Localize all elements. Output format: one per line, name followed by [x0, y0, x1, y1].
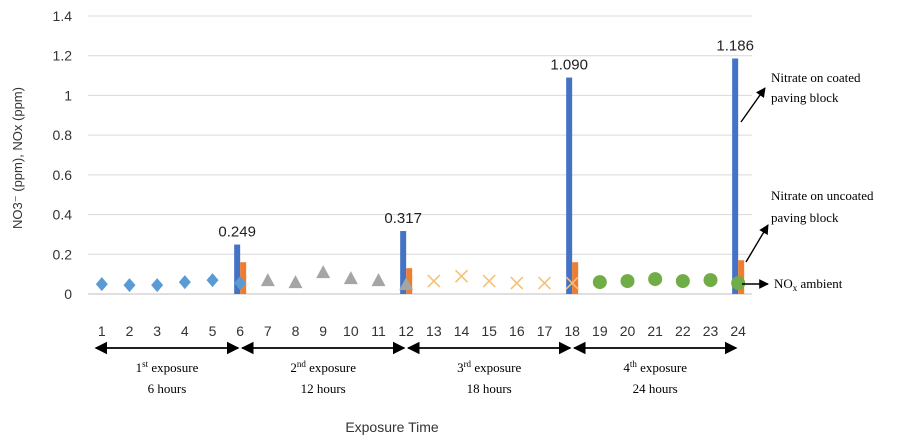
y-axis-title: NO3⁻ (ppm), NOx (ppm): [10, 87, 25, 229]
x-tick-label: 10: [343, 323, 359, 339]
triangle-marker: [399, 277, 414, 291]
x-tick-label: 7: [264, 323, 272, 339]
coated-nitrate-bar: [400, 231, 407, 294]
bar-value-label: 0.249: [218, 224, 256, 241]
y-axis: 0 0.2 0.4 0.6 0.8 1 1.2 1.4: [53, 8, 73, 302]
coated-annotation: Nitrate on coated: [771, 70, 861, 85]
x-tick-label: 15: [481, 323, 497, 339]
exposure-label: 2nd exposure: [290, 359, 356, 375]
x-tick-label: 24: [730, 323, 746, 339]
coated-annotation: paving block: [771, 90, 839, 105]
circle-marker: [731, 276, 746, 291]
ambient-markers: [95, 265, 746, 293]
exposure-label: 3rd exposure: [457, 359, 521, 375]
y-tick-label: 0.4: [53, 207, 73, 223]
x-tick-label: 8: [292, 323, 300, 339]
x-tick-label: 2: [126, 323, 134, 339]
x-tick-label: 21: [647, 323, 663, 339]
x-tick-label: 9: [319, 323, 327, 339]
x-tick-label: 14: [454, 323, 470, 339]
diamond-marker: [151, 278, 164, 293]
x-tick-label: 23: [703, 323, 719, 339]
y-tick-label: 1.4: [53, 8, 73, 24]
diamond-marker: [178, 275, 191, 290]
nox-ambient-annotation: NOx ambient: [774, 276, 843, 293]
y-tick-label: 0.6: [53, 167, 73, 183]
circle-marker: [703, 273, 718, 288]
triangle-marker: [288, 275, 303, 289]
x-tick-label: 5: [209, 323, 217, 339]
bar-series: [234, 58, 745, 294]
exposure-hours: 24 hours: [633, 381, 678, 396]
y-tick-label: 1.2: [53, 48, 73, 64]
x-tick-label: 11: [371, 323, 386, 339]
coated-pointer-arrow: [740, 87, 766, 123]
uncoated-annotation: paving block: [771, 210, 839, 225]
y-tick-label: 0.2: [53, 246, 73, 262]
circle-marker: [675, 274, 690, 289]
uncoated-annotation: Nitrate on uncoated: [771, 188, 874, 203]
uncoated-nitrate-bar: [240, 262, 247, 294]
x-tick-label: 3: [153, 323, 161, 339]
uncoated-nitrate-bar: [572, 262, 579, 294]
x-marker: [454, 269, 469, 283]
triangle-marker: [371, 273, 386, 287]
annotations: Nitrate on coated paving block Nitrate on …: [740, 70, 874, 293]
gridlines: [88, 15, 752, 295]
circle-marker: [648, 272, 663, 287]
x-axis-title: Exposure Time: [345, 419, 439, 435]
x-marker: [482, 274, 496, 288]
x-tick-label: 20: [620, 323, 636, 339]
exposure-hours: 18 hours: [467, 381, 512, 396]
triangle-marker: [316, 265, 331, 279]
x-tick-label: 22: [675, 323, 691, 339]
coated-nitrate-bar: [566, 77, 573, 294]
diamond-marker: [234, 276, 247, 291]
exposure-brackets: 1st exposure 6 hours 2nd exposure 12 hours 3…: [94, 341, 738, 396]
x-tick-label: 17: [537, 323, 553, 339]
bar-value-label: 0.317: [384, 210, 422, 227]
triangle-marker: [260, 273, 275, 287]
x-tick-label: 18: [564, 323, 580, 339]
coated-nitrate-bar: [234, 244, 241, 294]
x-tick-label: 12: [398, 323, 414, 339]
exposure-label: 1st exposure: [136, 359, 199, 375]
x-marker: [427, 274, 441, 288]
x-tick-label: 13: [426, 323, 442, 339]
uncoated-pointer-arrow: [745, 224, 769, 263]
bar-value-label: 1.186: [716, 37, 754, 54]
coated-nitrate-bar: [732, 58, 739, 294]
y-tick-label: 0: [64, 286, 72, 302]
bar-value-label: 1.090: [550, 57, 588, 74]
y-tick-label: 1: [64, 87, 72, 103]
y-tick-label: 0.8: [53, 127, 73, 143]
x-marker: [565, 276, 579, 290]
x-tick-label: 16: [509, 323, 525, 339]
circle-marker: [592, 275, 607, 290]
diamond-marker: [123, 278, 136, 293]
x-tick-label: 4: [181, 323, 189, 339]
x-tick-label: 6: [236, 323, 244, 339]
diamond-marker: [95, 277, 108, 292]
diamond-marker: [206, 273, 219, 288]
x-axis: 1 2 3 4 5 6 7 8 9 10 11 12 13 14 15 16 17 18 19 20 21 22 23 24: [98, 323, 746, 339]
x-marker: [510, 276, 524, 290]
exposure-hours: 12 hours: [301, 381, 346, 396]
data-labels: 0.249 0.317 1.090 1.186: [218, 37, 754, 240]
exposure-label: 4th exposure: [623, 359, 687, 375]
uncoated-nitrate-bar: [406, 268, 413, 294]
x-marker: [537, 276, 552, 290]
x-tick-label: 1: [98, 323, 106, 339]
triangle-marker: [343, 271, 358, 285]
exposure-hours: 6 hours: [148, 381, 187, 396]
x-tick-label: 19: [592, 323, 608, 339]
circle-marker: [620, 274, 635, 289]
